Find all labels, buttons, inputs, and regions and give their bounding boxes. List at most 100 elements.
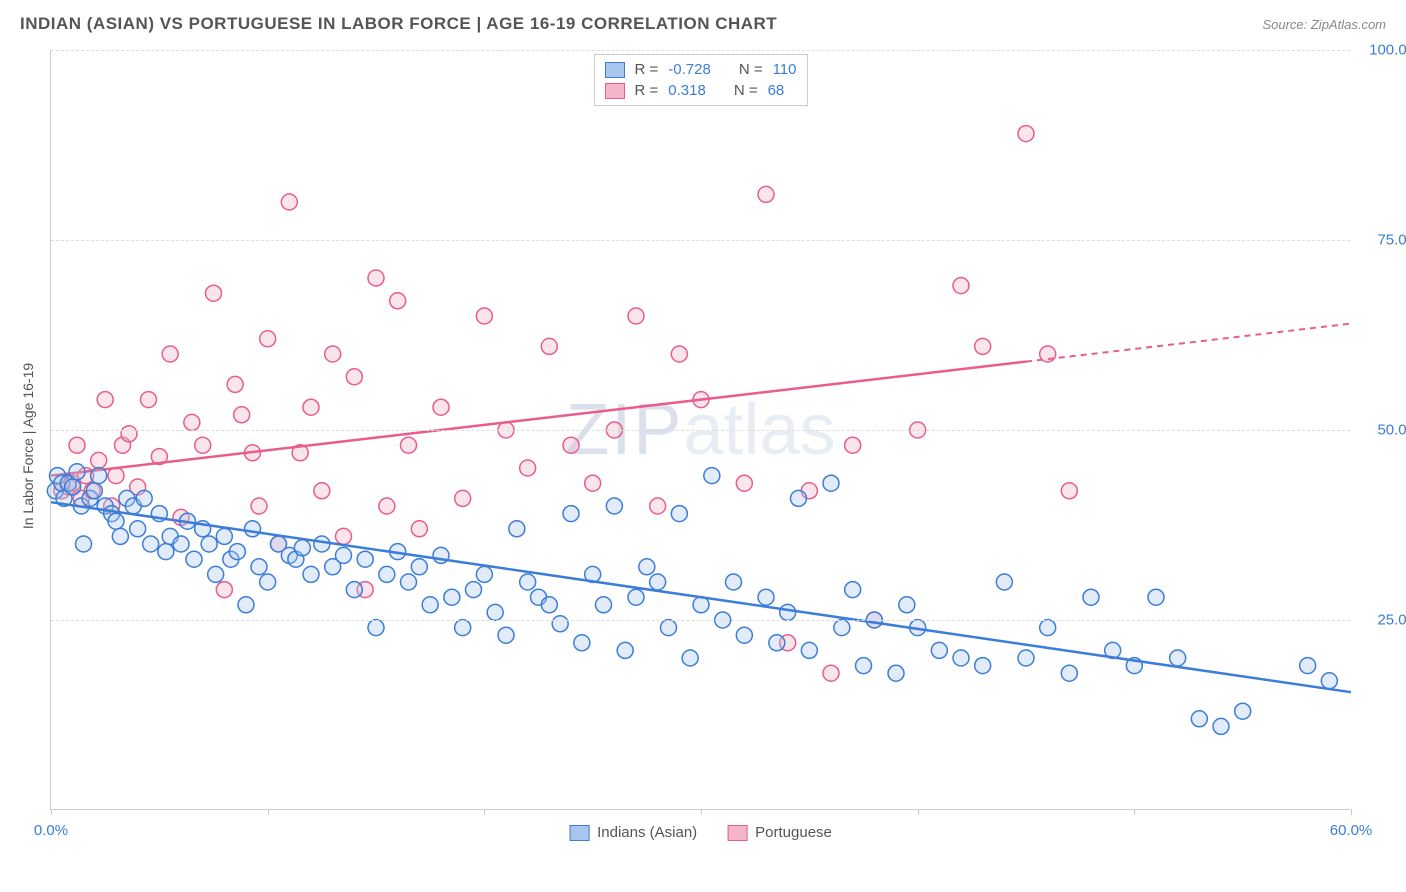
data-point <box>671 346 687 362</box>
data-point <box>975 338 991 354</box>
data-point <box>585 475 601 491</box>
data-point <box>216 528 232 544</box>
data-point <box>368 620 384 636</box>
data-point <box>379 566 395 582</box>
data-point <box>1018 126 1034 142</box>
data-point <box>97 392 113 408</box>
data-point <box>704 468 720 484</box>
data-point <box>234 407 250 423</box>
data-point <box>121 426 137 442</box>
n-label: N = <box>739 61 763 78</box>
data-point <box>433 399 449 415</box>
data-point <box>758 589 774 605</box>
data-point <box>368 270 384 286</box>
data-point <box>1321 673 1337 689</box>
x-tick <box>1134 809 1135 815</box>
data-point <box>476 566 492 582</box>
r-label: R = <box>635 61 659 78</box>
swatch-indian-bottom <box>569 825 589 841</box>
gridline <box>51 240 1350 241</box>
swatch-portuguese-bottom <box>727 825 747 841</box>
data-point <box>1191 711 1207 727</box>
data-point <box>251 498 267 514</box>
y-tick-label: 25.0% <box>1360 612 1406 629</box>
data-point <box>1040 620 1056 636</box>
data-point <box>1083 589 1099 605</box>
data-point <box>130 521 146 537</box>
trend-line-extrapolated <box>1026 324 1351 362</box>
data-point <box>552 616 568 632</box>
data-point <box>455 490 471 506</box>
n-value-portuguese: 68 <box>768 82 785 99</box>
data-point <box>758 186 774 202</box>
data-point <box>801 642 817 658</box>
data-point <box>346 369 362 385</box>
data-point <box>606 498 622 514</box>
data-point <box>208 566 224 582</box>
legend-label-portuguese: Portuguese <box>755 824 832 841</box>
x-tick <box>1351 809 1352 815</box>
correlation-row-portuguese: R = 0.318 N = 68 <box>605 80 797 101</box>
data-point <box>444 589 460 605</box>
n-value-indian: 110 <box>773 61 797 78</box>
data-point <box>736 475 752 491</box>
data-point <box>108 513 124 529</box>
data-point <box>86 483 102 499</box>
data-point <box>143 536 159 552</box>
data-point <box>1061 483 1077 499</box>
n-label: N = <box>734 82 758 99</box>
data-point <box>158 544 174 560</box>
swatch-portuguese <box>605 83 625 99</box>
data-point <box>112 528 128 544</box>
data-point <box>201 536 217 552</box>
data-point <box>411 521 427 537</box>
y-tick-label: 50.0% <box>1360 422 1406 439</box>
data-point <box>845 582 861 598</box>
data-point <box>888 665 904 681</box>
data-point <box>303 399 319 415</box>
data-point <box>260 331 276 347</box>
data-point <box>1235 703 1251 719</box>
x-tick <box>484 809 485 815</box>
data-point <box>574 635 590 651</box>
data-point <box>379 498 395 514</box>
data-point <box>682 650 698 666</box>
source-attribution: Source: ZipAtlas.com <box>1262 17 1386 32</box>
data-point <box>186 551 202 567</box>
data-point <box>628 589 644 605</box>
legend-item-indian: Indians (Asian) <box>569 824 697 841</box>
data-point <box>229 544 245 560</box>
data-point <box>1061 665 1077 681</box>
data-point <box>336 528 352 544</box>
data-point <box>791 490 807 506</box>
data-point <box>216 582 232 598</box>
data-point <box>845 437 861 453</box>
data-point <box>563 437 579 453</box>
r-label: R = <box>635 82 659 99</box>
data-point <box>195 437 211 453</box>
y-tick-label: 100.0% <box>1360 42 1406 59</box>
data-point <box>390 293 406 309</box>
data-point <box>69 464 85 480</box>
data-point <box>91 452 107 468</box>
data-point <box>411 559 427 575</box>
data-point <box>206 285 222 301</box>
y-axis-label: In Labor Force | Age 16-19 <box>20 363 36 529</box>
data-point <box>541 338 557 354</box>
data-point <box>238 597 254 613</box>
x-tick <box>701 809 702 815</box>
x-tick-label: 60.0% <box>1330 822 1373 839</box>
r-value-portuguese: 0.318 <box>668 82 706 99</box>
data-point <box>69 437 85 453</box>
data-point <box>823 665 839 681</box>
chart-container: INDIAN (ASIAN) VS PORTUGUESE IN LABOR FO… <box>0 0 1406 892</box>
chart-title: INDIAN (ASIAN) VS PORTUGUESE IN LABOR FO… <box>20 14 777 34</box>
data-point <box>736 627 752 643</box>
series-legend: Indians (Asian) Portuguese <box>569 824 832 841</box>
data-point <box>314 483 330 499</box>
data-point <box>769 635 785 651</box>
data-point <box>260 574 276 590</box>
x-tick-label: 0.0% <box>34 822 68 839</box>
data-point <box>931 642 947 658</box>
x-tick <box>918 809 919 815</box>
